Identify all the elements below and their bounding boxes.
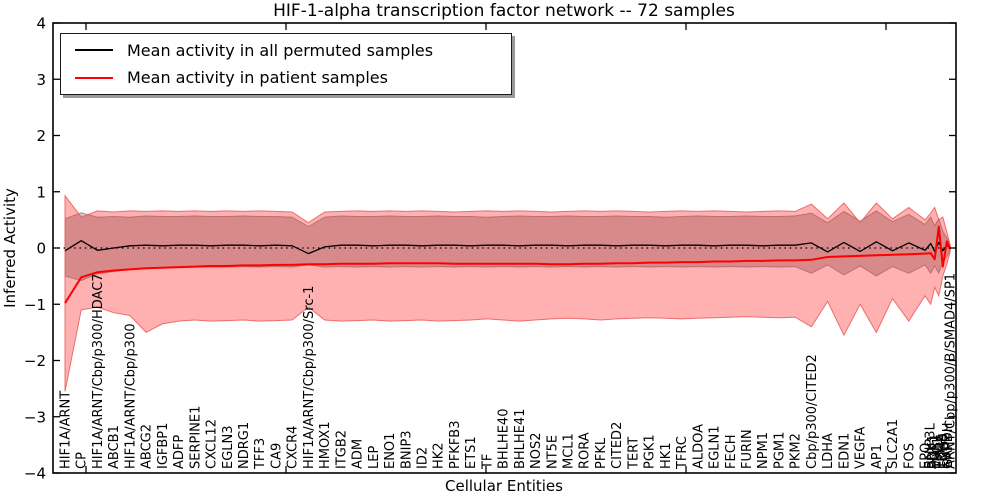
- x-tick-label: TERT: [626, 437, 641, 470]
- y-tick-label: 4: [36, 15, 46, 33]
- x-tick-label: MCL1: [562, 433, 577, 469]
- x-tick-label: HMOX1: [318, 421, 333, 469]
- legend-item-patient: Mean activity in patient samples: [61, 65, 511, 91]
- y-axis-label: Inferred Activity: [1, 188, 19, 308]
- x-tick-label: LEP: [367, 446, 382, 469]
- x-tick-label: HK1: [659, 442, 674, 469]
- x-tick-label: TFRC: [675, 436, 690, 470]
- x-tick-label: PFKL: [594, 437, 609, 469]
- x-tick-label: BNIP3: [399, 430, 414, 469]
- overlap-cluster-label: MXI1: [931, 437, 946, 469]
- x-tick-label: NPM1: [756, 432, 771, 469]
- x-tick-label: VEGFA: [854, 427, 869, 469]
- x-tick-label: PGK1: [643, 434, 658, 469]
- y-tick-label: −4: [24, 465, 46, 483]
- x-tick-label: ALDOA: [691, 424, 706, 469]
- x-tick-label: TF: [480, 454, 495, 470]
- x-tick-label: ABCB1: [107, 425, 122, 469]
- overlap-cluster-label: PDK1: [926, 434, 941, 469]
- x-tick-label: EDN1: [837, 433, 852, 469]
- x-tick-label: TFF3: [253, 438, 268, 470]
- x-tick-label: BHLHE41: [513, 409, 528, 469]
- x-tick-label: AP1: [870, 444, 885, 469]
- x-tick-label: PFKFB3: [448, 420, 463, 469]
- x-tick-label: EGLN3: [221, 425, 236, 469]
- plot-layer: [53, 194, 956, 392]
- x-tick-label: HIF1A/ARNT/Cbp/p300/Src-1: [302, 286, 317, 469]
- x-tick-label: CXCL12: [205, 419, 220, 469]
- overlap-cluster-label: LDHB: [936, 433, 951, 469]
- x-tick-label: RORA: [578, 432, 593, 469]
- overlap-cluster-label: ARNT/Cbp/p300/B/SMAD4/SP1: [944, 273, 959, 469]
- legend-box: Mean activity in all permuted samples Me…: [60, 33, 512, 95]
- y-tick-label: 2: [36, 127, 46, 145]
- x-tick-label: CXCR4: [286, 426, 301, 469]
- x-tick-label: CITED2: [610, 422, 625, 469]
- x-tick-label: EPO: [919, 443, 934, 469]
- x-tick-label: CP: [75, 452, 90, 469]
- x-tick-label-layer: HIF1A/ARNT CP HIF1A/ARNT/Cbp/p300/HDAC7 ABC…: [59, 273, 959, 470]
- overlap-cluster-label: TPI1: [934, 441, 949, 470]
- overlap-cluster-label: GAPDH: [941, 422, 956, 469]
- overlap-cluster-label: BNIP3L: [923, 422, 938, 469]
- patient-mean-line: [64, 225, 952, 304]
- overlap-cluster-label: ENO2: [939, 433, 954, 469]
- x-tick-label: Cbp/p300/CITED2: [805, 354, 820, 469]
- x-axis-label: Cellular Entities: [445, 477, 563, 495]
- patient-line-swatch: [75, 76, 113, 79]
- x-tick-label: FURIN: [740, 429, 755, 469]
- y-tick-label: −1: [24, 296, 46, 314]
- x-tick-label: CA9: [269, 443, 284, 469]
- x-tick-label: BHLHE40: [497, 409, 512, 469]
- x-tick-label: SERPINE1: [188, 406, 203, 469]
- x-tick-label: NT5E: [545, 435, 560, 469]
- x-tick-label: ADM: [351, 439, 366, 469]
- x-tick-label: ABCG2: [140, 424, 155, 469]
- x-tick-label: HIF1A/ARNT: [59, 391, 74, 469]
- x-tick-label: SLC2A1: [886, 419, 901, 469]
- y-tick-label: 1: [36, 183, 46, 201]
- x-tick-label: LDHA: [821, 433, 836, 469]
- y-tick-label: −2: [24, 352, 46, 370]
- x-tick-label: PKM2: [789, 433, 804, 469]
- y-tick-label: 0: [36, 240, 46, 258]
- overlap-cluster-label: EGR1: [928, 433, 943, 469]
- x-tick-label: HIF1A/ARNT/Cbp/p300/HDAC7: [91, 273, 106, 469]
- legend-label-patient: Mean activity in patient samples: [127, 68, 388, 88]
- x-tick-label: NDRG1: [237, 422, 252, 469]
- x-tick-label: EGLN1: [708, 425, 723, 469]
- permuted-line-swatch: [75, 49, 113, 52]
- legend-item-permuted: Mean activity in all permuted samples: [61, 37, 511, 63]
- x-tick-label: ID2: [415, 447, 430, 469]
- x-tick-label: FOS: [902, 443, 917, 469]
- x-tick-label: NOS2: [529, 433, 544, 469]
- x-tick-label: FECH: [724, 434, 739, 469]
- chart-title: HIF-1-alpha transcription factor network…: [273, 1, 735, 21]
- x-tick-label: PGM1: [772, 432, 787, 469]
- x-tick-label: IGFBP1: [156, 423, 171, 469]
- x-tick-label: ADFP: [172, 435, 187, 469]
- y-tick-label: −3: [24, 408, 46, 426]
- tick-layer: −4 −3 −2 −1 0 1 2 3 4: [24, 15, 956, 483]
- legend-label-permuted: Mean activity in all permuted samples: [127, 40, 434, 60]
- x-tick-label: ETS1: [464, 436, 479, 469]
- x-tick-label: HIF1A/ARNT/Cbp/p300: [123, 323, 138, 469]
- y-tick-label: 3: [36, 71, 46, 89]
- permuted-mean-line: [64, 240, 951, 255]
- x-tick-label: HK2: [432, 442, 447, 469]
- x-tick-label: ENO1: [383, 433, 398, 469]
- x-tick-label: ITGB2: [334, 430, 349, 469]
